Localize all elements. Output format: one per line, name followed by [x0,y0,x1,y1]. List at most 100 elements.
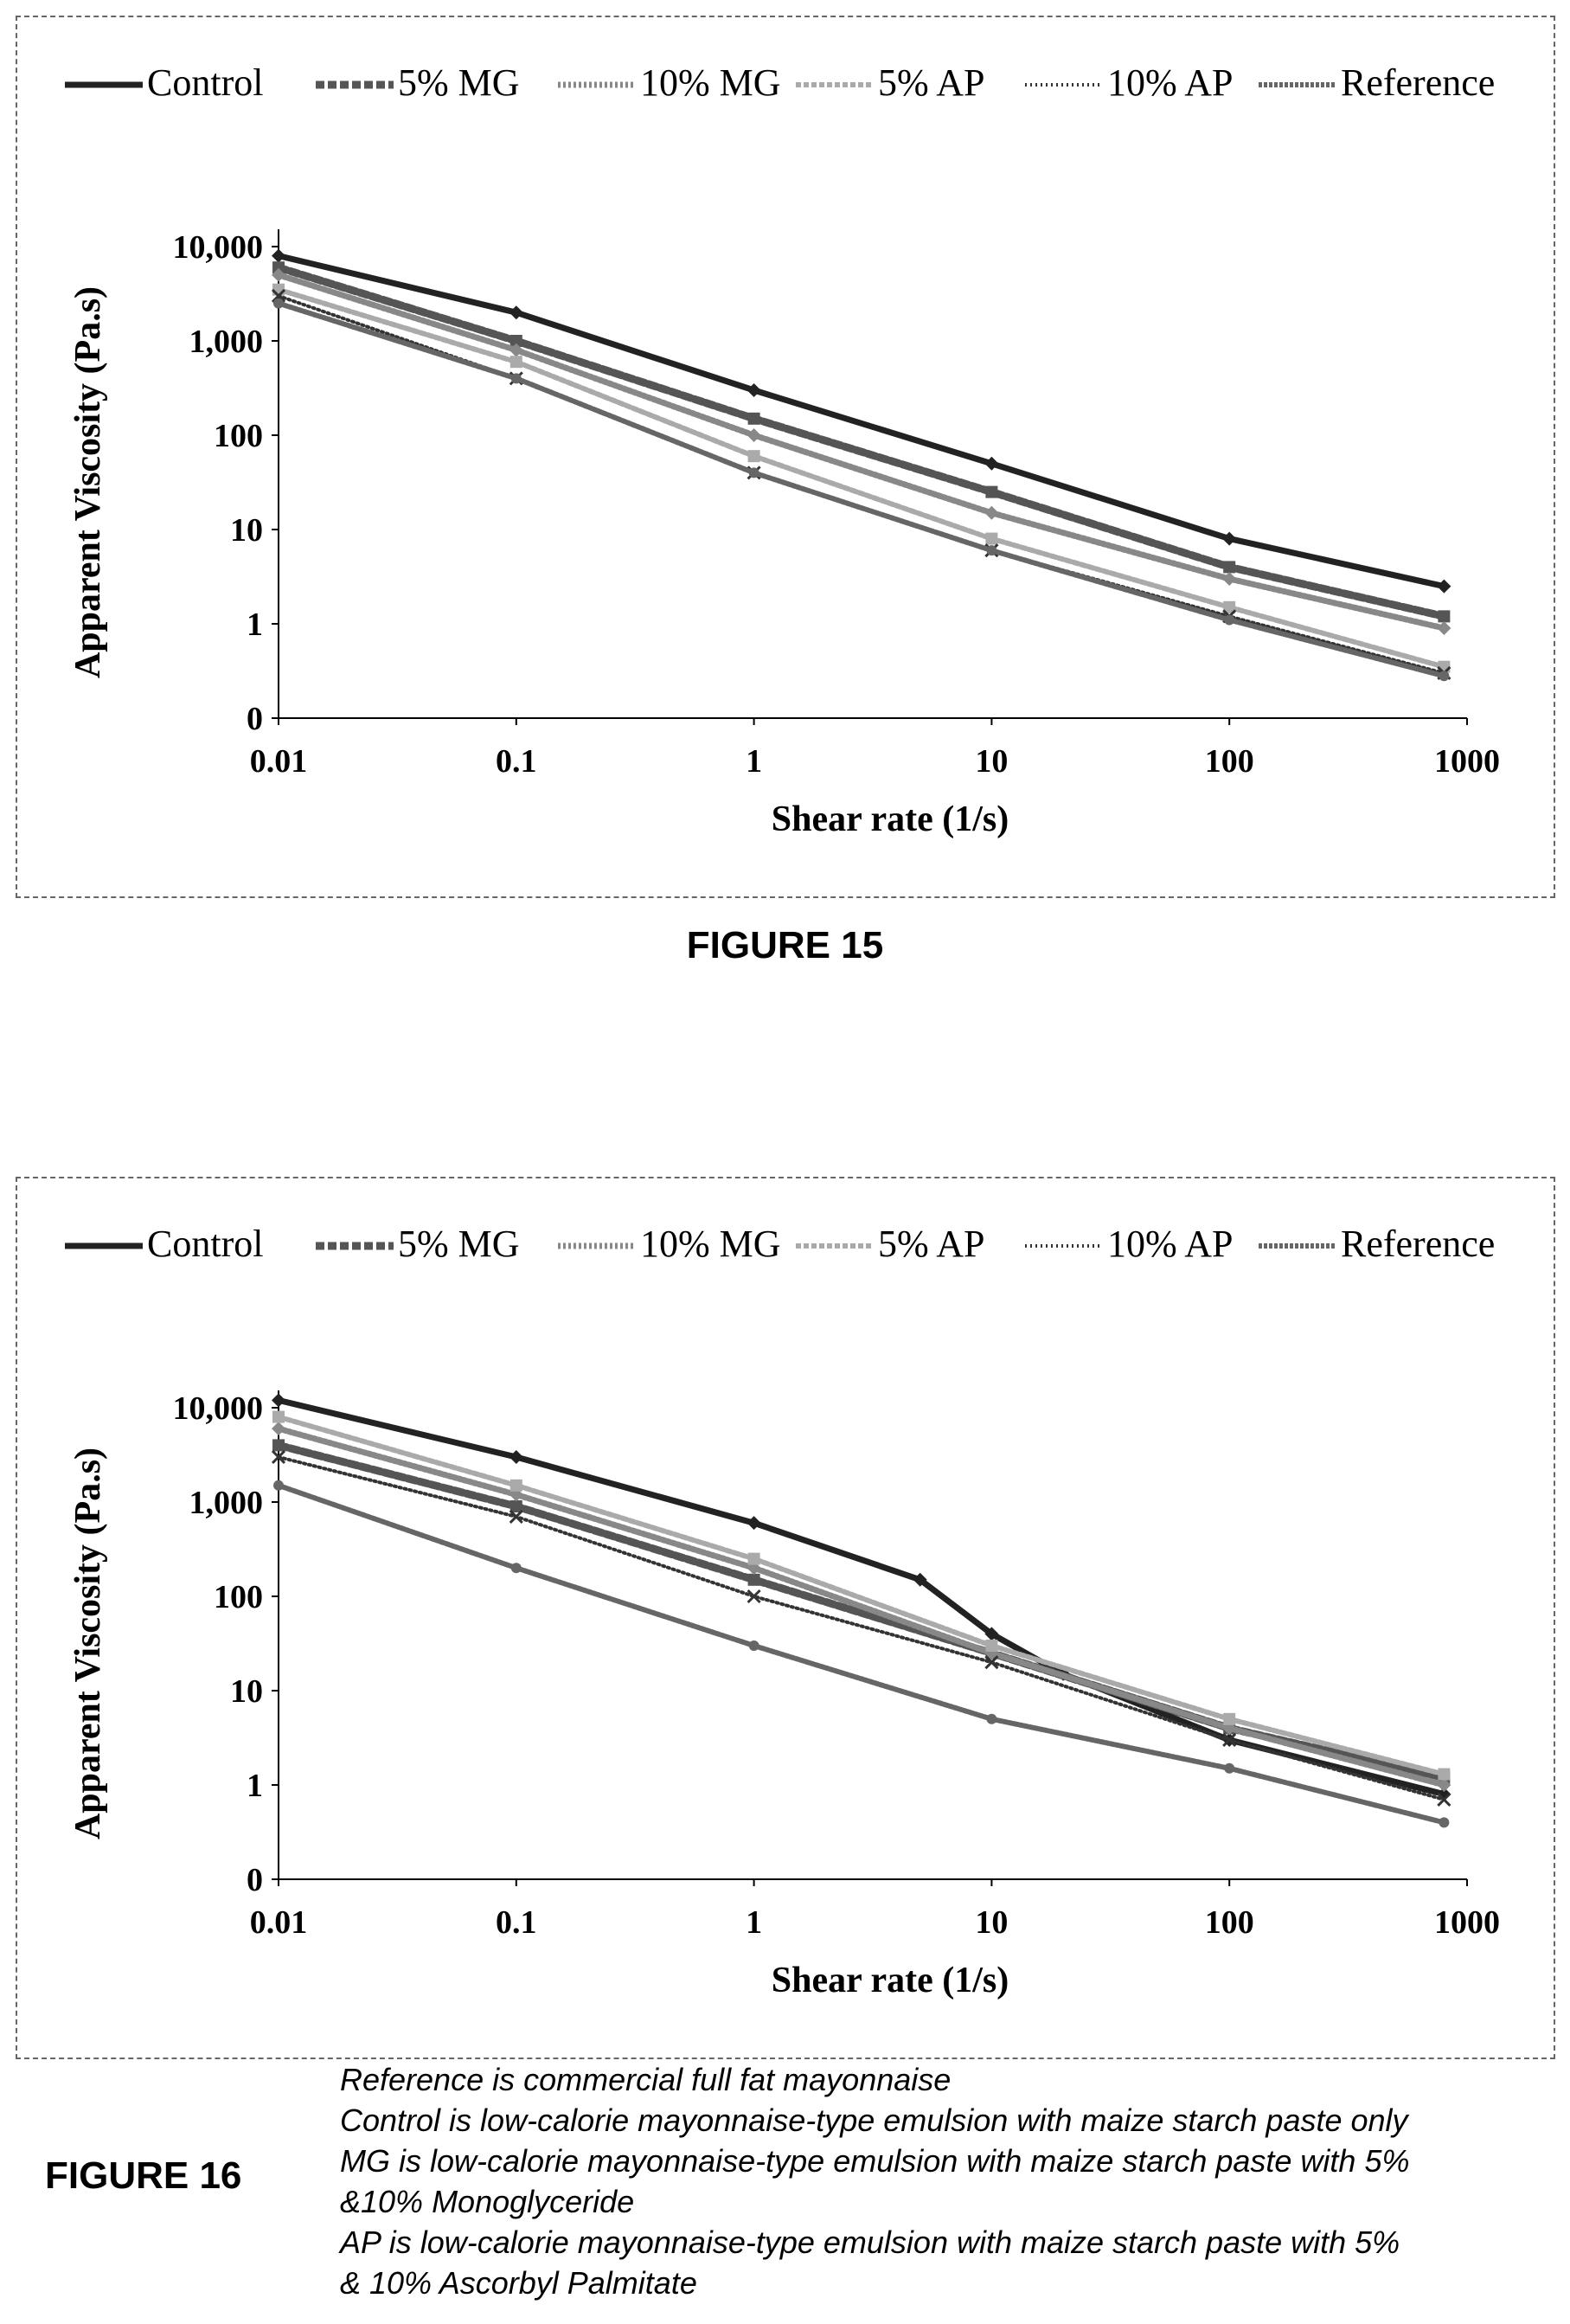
figure-notes: Reference is commercial full fat mayonna… [340,2059,1551,2303]
series-line [275,272,1447,632]
data-point [1437,1792,1451,1807]
data-point [509,356,522,369]
legend-label: 10% MG [640,61,781,104]
data-point [509,305,523,320]
figure-15-chart: 0 1 10 100 1,000 10,000 0.01 0.1 1 10 100 1000 Shear… [16,16,1555,898]
data-point [1439,671,1450,682]
data-point [984,505,999,520]
series-line [276,1414,1447,1777]
x-tick-label: 1000 [1434,743,1500,780]
data-point [985,485,998,498]
legend-label: 5% AP [878,61,984,104]
data-point [271,288,286,304]
data-point [986,1713,997,1724]
data-point [747,1573,760,1586]
legend-label: 10% MG [640,1223,781,1265]
data-point [747,1552,760,1565]
data-point [510,373,522,384]
note-line: & 10% Ascorbyl Palmitate [340,2265,697,2301]
series-line [275,1396,1447,1798]
x-axis-title: Shear rate (1/s) [772,799,1009,839]
data-point [1224,1762,1235,1774]
figure-16-chart: 0 1 10 100 1,000 10,000 0.01 0.1 1 10 100 1000 Shear… [16,1177,1555,2059]
data-point [1223,1712,1236,1725]
legend-label: Reference [1341,1223,1495,1265]
data-point [272,283,285,296]
legend-label: 5% MG [398,1223,520,1265]
legend-label: Control [147,61,263,104]
series-line [276,1482,1447,1826]
data-point [272,261,285,274]
y-tick-label: 0 [247,1862,263,1898]
data-point [1224,614,1235,626]
y-tick-label: 10,000 [173,229,264,266]
data-point [1437,579,1451,594]
series-line [276,286,1447,670]
note-line: AP is low-calorie mayonnaise-type emulsi… [340,2224,1400,2260]
data-point [272,1410,285,1423]
data-point [272,248,285,263]
legend-label: 5% MG [398,61,520,104]
figure-15-plot: 0 1 10 100 1,000 10,000 0.01 0.1 1 10 100 1000 Shear… [65,61,1500,839]
data-point [985,1639,998,1652]
data-point [748,467,759,478]
data-point [1223,561,1236,574]
data-point [1437,1787,1451,1801]
data-point [1437,620,1451,635]
data-point [509,335,522,347]
y-tick-label: 100 [214,1579,263,1615]
data-point [509,1449,523,1464]
data-point [1437,1778,1451,1792]
data-point [272,1439,285,1452]
data-point [1222,531,1237,546]
figure-16-plot: 0 1 10 100 1,000 10,000 0.01 0.1 1 10 100 1000 Shear… [65,1223,1500,2000]
series-line [274,263,1448,620]
y-tick-label: 10 [230,512,263,549]
data-point [747,1516,761,1531]
x-tick-label: 0.01 [250,1904,308,1941]
x-tick-label: 0.01 [250,743,308,780]
x-tick-label: 100 [1205,1904,1254,1941]
legend-label: Reference [1341,61,1495,104]
data-point [1222,1732,1237,1748]
data-point [913,1572,927,1587]
data-point [271,1449,286,1465]
data-point [273,1480,284,1491]
note-line: MG is low-calorie mayonnaise-type emulsi… [340,2143,1410,2179]
note-line: Reference is commercial full fat mayonna… [340,2062,952,2097]
data-point [984,456,999,471]
y-tick-label: 1 [247,607,263,643]
x-tick-label: 10 [975,743,1008,780]
series-line [275,253,1447,590]
data-point [1222,571,1237,586]
y-tick-label: 1,000 [189,1485,264,1521]
data-point [509,1509,523,1524]
data-point [984,1655,999,1670]
series-line [275,1425,1447,1788]
data-point [985,532,998,545]
note-line: Control is low-calorie mayonnaise-type e… [340,2103,1408,2138]
y-axis-title: Apparent Viscosity (Pa.s) [68,1448,108,1839]
y-tick-label: 1 [247,1768,263,1804]
figure-16-caption: FIGURE 16 [45,2154,242,2197]
y-tick-label: 10,000 [173,1390,264,1427]
data-point [1223,600,1236,613]
data-point [272,267,285,282]
x-axis-title: Shear rate (1/s) [772,1961,1009,2000]
figure-15-caption: FIGURE 15 [686,924,884,966]
data-point [272,1422,285,1436]
x-tick-label: 10 [975,1904,1008,1941]
data-point [509,1479,522,1492]
data-point [747,450,760,463]
data-point [747,428,761,442]
series-line [276,300,1447,679]
data-point [510,1563,522,1574]
y-tick-label: 0 [247,701,263,737]
x-tick-label: 1000 [1434,1904,1500,1941]
legend-label: 5% AP [878,1223,984,1265]
x-tick-label: 100 [1205,743,1254,780]
data-point [747,382,761,397]
data-point [1438,610,1451,623]
data-point [272,1393,285,1408]
legend-label: Control [147,1223,263,1265]
